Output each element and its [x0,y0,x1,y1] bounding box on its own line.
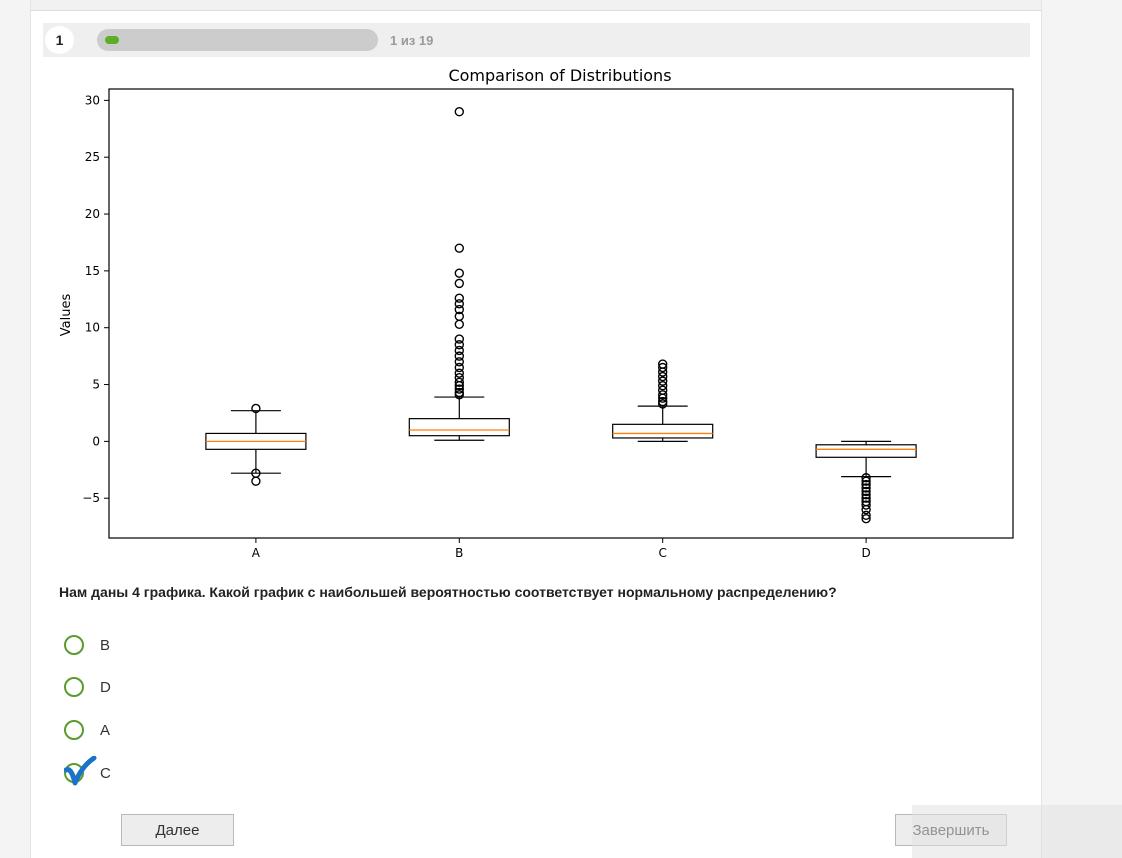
outlier-point [861,500,871,510]
boxplot-chart: Comparison of Distributions Values −5 0 5 1… [59,66,1014,560]
outlier-point [861,486,871,497]
option-a[interactable]: A [64,719,110,741]
outlier-point [454,299,464,309]
outlier-point [454,334,464,344]
outlier-point [454,390,464,400]
outlier-point [454,380,464,391]
progress-counter: 1 из 19 [390,33,434,48]
question-number-badge[interactable]: 1 [45,26,74,54]
outlier-point [454,293,464,303]
x-tick-label: C [659,546,667,560]
radio-button[interactable] [64,720,84,740]
outlier-point [658,376,668,386]
option-label: C [100,764,111,782]
x-tick-label: D [861,546,870,560]
iqr-box [612,423,714,439]
outlier-point [454,304,464,315]
right-gutter [1041,0,1122,858]
left-gutter [0,0,31,858]
progress-fill [105,36,119,44]
outlier-point [454,107,464,117]
radio-button[interactable] [64,677,84,697]
option-label: A [100,721,111,739]
box-b [408,107,510,441]
question-text: Нам даны 4 графика. Какой график с наибо… [59,584,837,600]
y-tick-label: 20 [85,207,100,221]
outlier-point [861,473,871,483]
outlier-point [861,504,871,515]
top-strip [31,0,1041,11]
outlier-point [454,384,464,394]
outlier-point [454,362,464,373]
outlier-point [861,483,871,493]
y-axis-label: Values [59,294,74,337]
outlier-point [861,493,871,503]
y-tick-label: −5 [82,491,100,505]
outlier-point [658,362,668,373]
y-tick-label: 0 [92,434,100,448]
quiz-panel [31,11,1041,858]
outlier-point [658,393,668,403]
outlier-point [454,377,464,387]
outlier-point [454,357,464,367]
outlier-point [454,268,464,278]
plot-area [108,88,1014,539]
outlier-point [251,403,261,414]
outlier-point [454,319,464,329]
progress-track [97,29,378,51]
outlier-point [658,367,668,377]
outlier-point [454,278,464,289]
box-c [612,359,714,442]
next-button[interactable]: Далее [121,814,234,846]
outlier-point [658,380,668,391]
radio-button[interactable] [64,635,84,655]
y-tick-label: 30 [85,93,100,107]
outlier-point [454,345,464,356]
radio-button[interactable] [64,763,84,783]
option-c[interactable]: C [64,762,111,784]
outlier-point [454,340,464,350]
outlier-point [454,368,464,378]
iqr-box [408,418,510,437]
outlier-point [861,510,871,520]
outlier-point [454,243,464,253]
x-tick-label: B [455,546,463,560]
y-tick-label: 15 [85,264,100,278]
chart-title: Comparison of Distributions [448,66,671,85]
y-tick-label: 25 [85,150,100,164]
outlier-point [658,390,668,400]
option-label: D [100,678,111,696]
outlier-point [861,476,871,486]
y-tick-label: 5 [92,378,100,392]
option-d[interactable]: D [64,676,111,698]
outlier-point [861,513,871,524]
iqr-box [815,444,917,458]
option-label: B [100,636,111,654]
outlier-point [454,351,464,361]
x-tick-label: A [252,546,261,560]
box-a [205,403,307,486]
box-d [815,440,917,524]
outlier-point [861,490,871,500]
outlier-point [251,476,261,486]
outlier-point [861,479,871,490]
outlier-point [658,371,668,382]
y-tick-label: 10 [85,321,100,335]
option-b[interactable]: B [64,634,110,656]
finish-button[interactable]: Завершить [895,814,1007,846]
outlier-point [658,399,668,409]
